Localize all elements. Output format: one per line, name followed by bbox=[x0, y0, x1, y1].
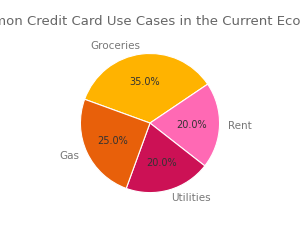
Text: Utilities: Utilities bbox=[172, 193, 211, 203]
Title: Common Credit Card Use Cases in the Current Economy: Common Credit Card Use Cases in the Curr… bbox=[0, 15, 300, 28]
Text: 35.0%: 35.0% bbox=[130, 77, 160, 87]
Wedge shape bbox=[150, 84, 220, 166]
Text: 25.0%: 25.0% bbox=[97, 136, 128, 146]
Wedge shape bbox=[80, 99, 150, 188]
Text: 20.0%: 20.0% bbox=[176, 119, 207, 130]
Text: Groceries: Groceries bbox=[91, 41, 140, 51]
Text: Rent: Rent bbox=[228, 121, 252, 131]
Text: 20.0%: 20.0% bbox=[146, 158, 177, 168]
Wedge shape bbox=[126, 123, 205, 193]
Wedge shape bbox=[85, 54, 208, 123]
Text: Gas: Gas bbox=[59, 151, 80, 161]
